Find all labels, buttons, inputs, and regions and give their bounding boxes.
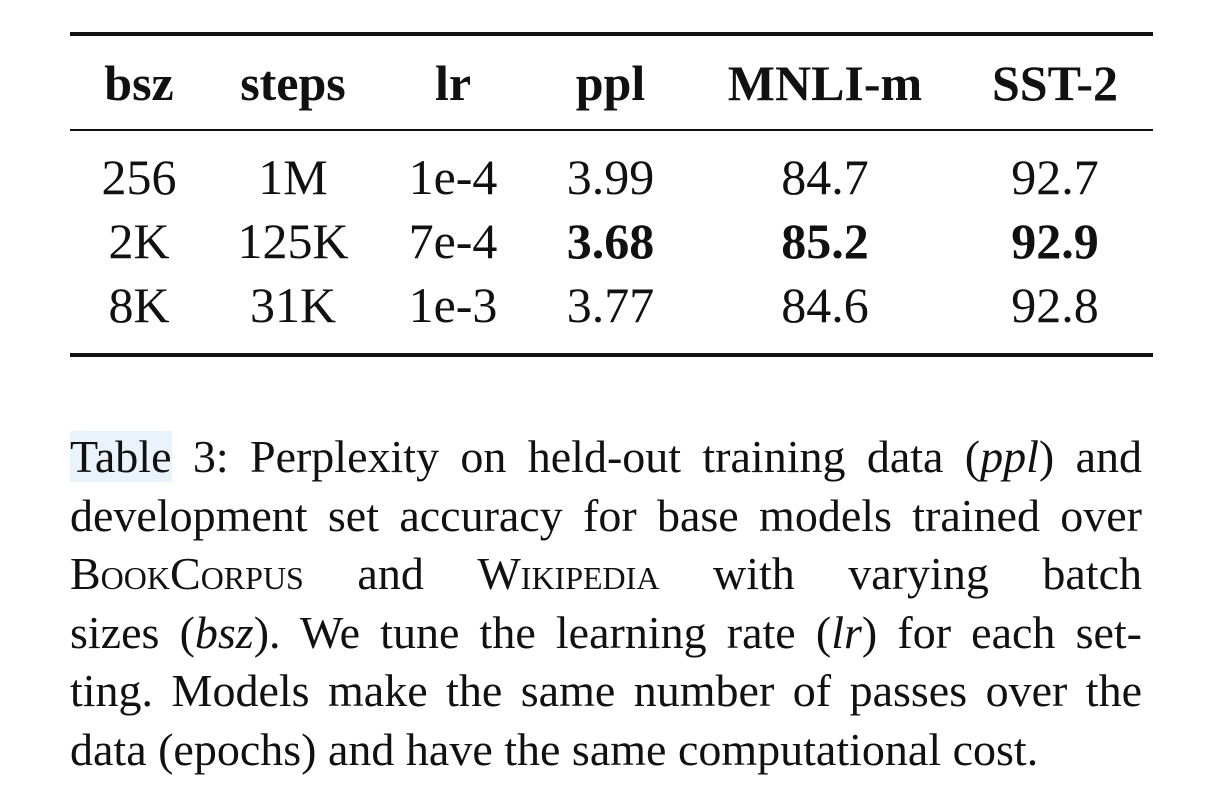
header-mnli-m: MNLI-m — [727, 54, 923, 111]
results-table-container: bsz steps lr ppl MNLI-m SST-2 256 1M 1e-… — [70, 32, 1153, 357]
table-cell: 84.6 — [781, 277, 869, 333]
caption-italic: bsz — [194, 606, 254, 658]
table-mid-rule — [70, 129, 1153, 131]
caption-text: ) and — [1038, 431, 1142, 482]
caption-text: and — [303, 548, 478, 599]
header-lr: lr — [434, 54, 472, 111]
table-cell: 7e-4 — [408, 213, 498, 269]
caption-text: ) for each set- — [861, 606, 1143, 658]
caption-text: with varying batch — [659, 548, 1142, 599]
caption-text: sizes ( — [70, 606, 195, 658]
header-ppl: ppl — [575, 54, 646, 111]
table-cell: 256 — [101, 149, 177, 205]
header-sst-2: SST-2 — [991, 54, 1119, 111]
results-table: bsz steps lr ppl MNLI-m SST-2 — [70, 36, 1153, 129]
table-cell: 125K — [237, 213, 349, 269]
table-row: 8K 31K 1e-3 3.77 84.6 92.8 — [70, 273, 1153, 353]
table-cell-best: 3.68 — [566, 213, 655, 269]
table-cell: 1e-3 — [408, 277, 498, 333]
caption-smallcaps: BookCorpus — [70, 548, 304, 599]
table-cell: 2K — [108, 213, 170, 269]
caption-line: data (epochs) and have the same computat… — [70, 723, 1039, 775]
caption-italic: lr — [831, 606, 862, 658]
table-cell: 3.99 — [566, 149, 655, 205]
table-cell: 1M — [258, 149, 328, 205]
caption-line: Table 3: Perplexity on held-out training… — [70, 428, 1142, 487]
table-cell: 84.7 — [781, 149, 869, 205]
table-row: 256 1M 1e-4 3.99 84.7 92.7 — [70, 131, 1153, 209]
caption-line: development set accuracy for base models… — [70, 489, 1142, 541]
caption-label: Table — [70, 431, 172, 482]
table-cell-best: 85.2 — [781, 213, 869, 269]
header-bsz: bsz — [104, 54, 174, 111]
table-cell: 92.7 — [1011, 149, 1099, 205]
table-cell-best: 92.9 — [1011, 213, 1099, 269]
caption-line: ting. Models make the same number of pas… — [70, 665, 1142, 716]
table-cell: 8K — [108, 277, 170, 333]
results-table-body: 256 1M 1e-4 3.99 84.7 92.7 2K 125K 7e-4 … — [70, 131, 1153, 353]
caption-italic: ppl — [980, 431, 1039, 482]
caption-text: 3: Perplexity on held-out training data … — [171, 431, 981, 482]
table-bottom-rule — [70, 353, 1153, 357]
caption-line: BookCorpus and Wikipedia with varying ba… — [70, 545, 1142, 604]
table-row: 2K 125K 7e-4 3.68 85.2 92.9 — [70, 209, 1153, 273]
caption-smallcaps: Wikipedia — [477, 548, 660, 599]
table-cell: 1e-4 — [408, 149, 498, 205]
table-header-row: bsz steps lr ppl MNLI-m SST-2 — [70, 36, 1153, 129]
caption-line: sizes (bsz). We tune the learning rate (… — [70, 604, 1142, 663]
table-cell: 31K — [249, 277, 337, 333]
table-top-rule — [70, 32, 1153, 36]
table-caption: Table 3: Perplexity on held-out training… — [70, 428, 1142, 779]
table-cell: 92.8 — [1011, 277, 1099, 333]
header-steps: steps — [240, 54, 346, 111]
table-cell: 3.77 — [566, 277, 655, 333]
caption-text: ). We tune the learning rate ( — [253, 606, 832, 658]
